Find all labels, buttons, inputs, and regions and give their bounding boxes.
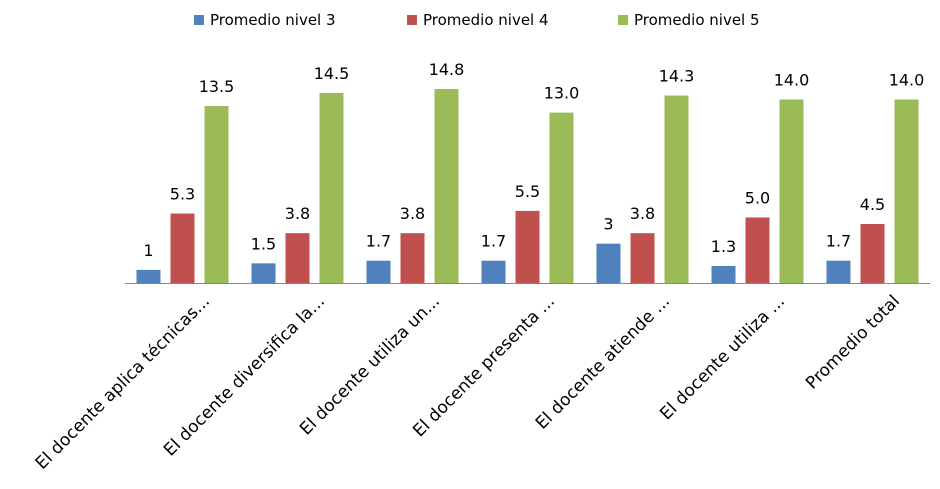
category-label-5: El docente atiende ... (532, 291, 674, 433)
data-label-s3-c4: 13.0 (544, 84, 580, 103)
legend-label-1: Promedio nivel 3 (210, 11, 336, 29)
data-label-s1-c3: 1.7 (366, 232, 391, 251)
data-label-s1-c2: 1.5 (251, 234, 276, 253)
data-label-s2-c7: 4.5 (860, 195, 885, 214)
legend-label-2: Promedio nivel 4 (423, 11, 549, 29)
data-label-s2-c5: 3.8 (630, 204, 655, 223)
bar-s2-c3 (400, 233, 425, 283)
bar-group (136, 89, 919, 284)
data-label-s2-c4: 5.5 (515, 182, 540, 201)
data-label-s1-c5: 3 (603, 215, 613, 234)
legend-swatch-1 (194, 15, 204, 25)
bar-s1-c3 (366, 260, 391, 283)
data-label-s3-c7: 14.0 (889, 70, 925, 89)
bar-s2-c1 (170, 213, 195, 283)
bar-s2-c6 (745, 217, 770, 283)
category-label-7: Promedio total (802, 291, 904, 393)
data-label-s3-c6: 14.0 (774, 70, 810, 89)
bar-s3-c3 (434, 89, 459, 283)
bar-s3-c5 (664, 95, 689, 284)
bar-s1-c4 (481, 260, 506, 283)
legend-swatch-3 (618, 15, 628, 25)
bar-s3-c7 (894, 99, 919, 284)
data-label-s2-c2: 3.8 (285, 204, 310, 223)
data-label-s3-c3: 14.8 (429, 60, 465, 79)
bar-s3-c6 (779, 99, 804, 284)
data-label-s3-c1: 13.5 (199, 77, 235, 96)
chart-legend: Promedio nivel 3 Promedio nivel 4 Promedio… (194, 11, 760, 29)
bar-s3-c2 (319, 92, 344, 283)
legend-label-3: Promedio nivel 5 (634, 11, 760, 29)
bar-s3-c1 (204, 106, 229, 283)
data-label-s1-c4: 1.7 (481, 232, 506, 251)
bar-s2-c4 (515, 210, 540, 283)
bar-s2-c2 (285, 233, 310, 283)
data-label-s2-c1: 5.3 (170, 185, 195, 204)
category-labels: El docente aplica técnicas...El docente … (32, 291, 904, 473)
bar-s1-c6 (711, 265, 736, 283)
bar-s1-c2 (251, 263, 276, 283)
legend-swatch-2 (407, 15, 417, 25)
data-label-s3-c5: 14.3 (659, 67, 695, 86)
bar-s1-c1 (136, 269, 161, 283)
bar-s3-c4 (549, 112, 574, 283)
data-label-s2-c3: 3.8 (400, 204, 425, 223)
category-label-6: El docente utiliza ... (656, 291, 789, 424)
bar-s2-c7 (860, 224, 885, 283)
bar-s1-c7 (826, 260, 851, 283)
data-label-s2-c6: 5.0 (745, 188, 770, 207)
data-label-s3-c2: 14.5 (314, 64, 350, 83)
bar-s1-c5 (596, 243, 621, 283)
data-labels: 15.313.51.53.814.51.73.814.81.75.513.033… (143, 60, 924, 260)
data-label-s1-c6: 1.3 (711, 237, 736, 256)
data-label-s1-c7: 1.7 (826, 232, 851, 251)
data-label-s1-c1: 1 (143, 241, 153, 260)
bar-s2-c5 (630, 233, 655, 283)
